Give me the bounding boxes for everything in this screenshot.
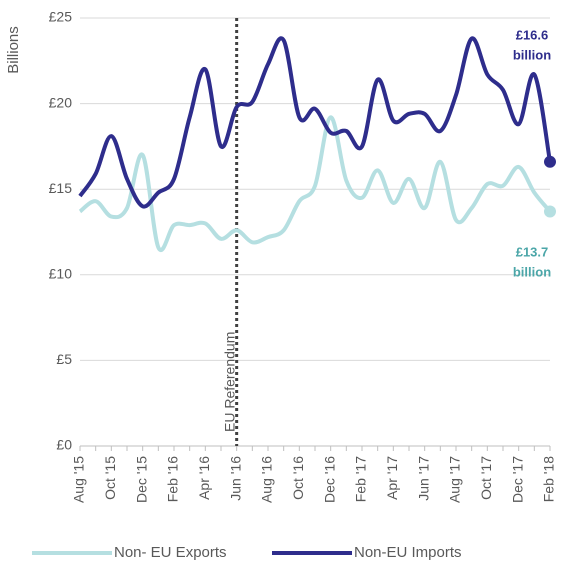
x-tick-label: Oct '16	[290, 456, 306, 500]
x-tick-label: Feb '17	[353, 456, 369, 502]
annotation: £13.7	[516, 244, 549, 259]
x-tick-label: Jun '17	[415, 456, 431, 501]
x-tick-label: Aug '16	[259, 456, 275, 503]
legend-label: Non- EU Exports	[114, 544, 227, 561]
end-marker	[544, 155, 556, 168]
y-tick-label: £10	[49, 266, 73, 282]
event-label: EU Referendum	[221, 332, 237, 432]
y-tick-label: £25	[49, 9, 73, 25]
y-axis-label: Billions	[5, 26, 22, 74]
x-tick-label: Aug '17	[447, 456, 463, 503]
end-marker	[544, 205, 556, 218]
x-tick-label: Aug '15	[71, 456, 87, 503]
x-tick-label: Feb '16	[165, 456, 181, 502]
line	[78, 115, 552, 252]
x-tick-label: Oct '17	[478, 456, 494, 500]
x-tick-label: Oct '15	[102, 456, 118, 500]
x-tick-label: Dec '17	[509, 456, 525, 503]
annotation: £16.6	[516, 27, 549, 42]
y-tick-label: £0	[56, 437, 72, 453]
annotation: billion	[513, 264, 551, 279]
x-tick-label: Dec '16	[321, 456, 337, 503]
y-tick-label: £15	[49, 180, 73, 196]
legend-label: Non-EU Imports	[354, 544, 462, 561]
annotation: billion	[513, 47, 551, 62]
y-tick-label: £5	[56, 351, 72, 367]
x-tick-label: Dec '15	[133, 456, 149, 503]
y-tick-label: £20	[49, 94, 73, 110]
x-tick-label: Feb '18	[541, 456, 557, 502]
x-tick-label: Jun '16	[227, 456, 243, 501]
line	[78, 36, 552, 209]
x-tick-label: Apr '16	[196, 456, 212, 500]
x-tick-label: Apr '17	[384, 456, 400, 500]
